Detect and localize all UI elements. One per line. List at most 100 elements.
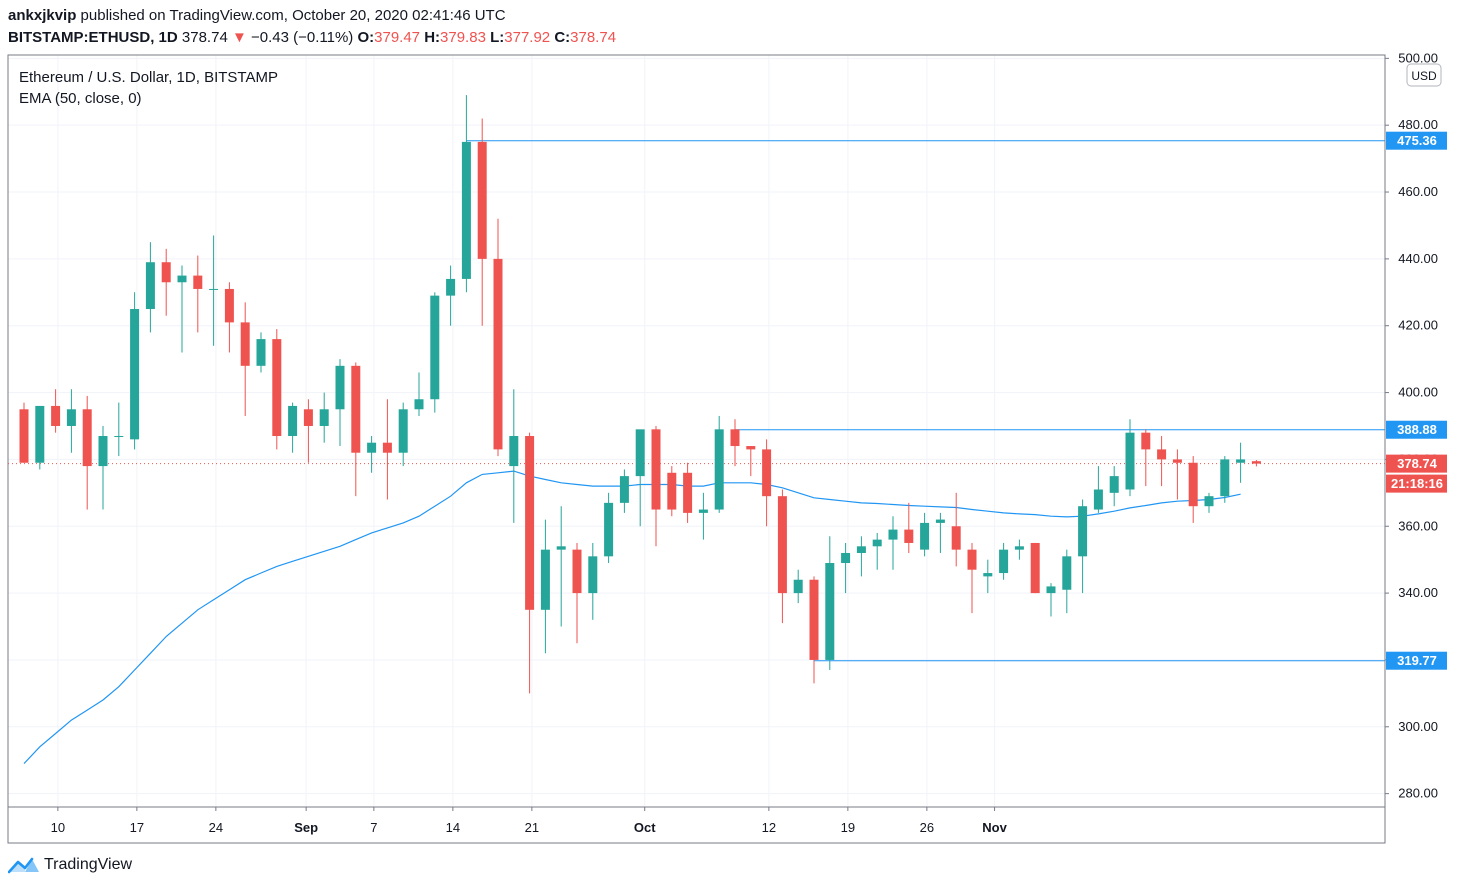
level-price-tag-label: 319.77 [1397,653,1437,668]
candle [82,395,92,510]
candle-body [1062,556,1072,590]
bar-countdown-tag-label: 21:18:16 [1391,476,1443,491]
candle [256,332,266,373]
bar-countdown-tag: 21:18:16 [1386,474,1447,493]
candle [619,469,629,513]
candles [19,95,1261,694]
candle [1109,466,1119,507]
chart-grid [8,55,1385,807]
level-price-tag-bg [1386,420,1447,439]
candle [730,419,740,467]
candle-body [1220,459,1230,497]
candle [525,432,535,694]
candle-body [762,449,772,497]
level-price-tag-bg [1386,651,1447,670]
candle-body [1188,462,1198,507]
candle-body [888,529,898,540]
time-tick-label: 14 [446,820,460,835]
candle-body [793,579,803,594]
close-value: 378.74 [570,29,617,46]
time-tick-label: 12 [762,820,776,835]
candle-body [98,436,108,467]
candle [951,492,961,567]
candle-body [509,436,519,467]
candle-body [1046,586,1056,594]
price-tick-label: 400.00 [1398,385,1438,400]
candle-body [714,429,724,510]
candle [414,372,424,416]
candle [540,519,550,654]
last-price: 378.74 [181,29,228,46]
last-price-tag-label: 378.74 [1397,456,1438,471]
candle [698,492,708,540]
candle [1030,542,1040,594]
candle [272,329,282,450]
candle-body [809,579,819,660]
candle-body [256,339,266,366]
candle-body [1204,496,1214,507]
candle [240,302,250,416]
candle-body [540,549,550,610]
legend-title: Ethereum / U.S. Dollar, 1D, BITSTAMP [19,69,278,86]
bar-countdown-tag-bg [1386,474,1447,493]
candle [1141,429,1151,487]
low-value: 377.92 [504,29,551,46]
time-tick-label: Sep [294,820,318,835]
legend-indicator: EMA (50, close, 0) [19,90,142,107]
ema-line [23,470,1241,765]
candle-body [82,409,92,467]
candle-body [698,509,708,513]
candle [367,436,377,473]
open-label: O: [357,29,375,46]
footer[interactable]: TradingView [8,854,132,876]
candle-body [872,539,882,547]
price-tick-label: 280.00 [1398,786,1438,801]
candle [1220,456,1230,503]
candle-body [193,275,203,289]
candle-body [414,399,424,410]
candle [19,402,29,463]
chart-frame [7,54,1386,844]
candle [1125,419,1135,497]
candle-body [746,446,756,450]
candle [1172,449,1182,500]
candle [920,512,930,557]
currency-label: USD [1411,69,1437,83]
candle-body [1125,432,1135,490]
candle [841,542,851,594]
time-tick-label: 21 [525,820,539,835]
candle [1046,583,1056,617]
price-tick-label: 300.00 [1398,719,1438,734]
candle-body [619,476,629,503]
price-change: −0.43 (−0.11%) [251,29,354,46]
candle-body [224,288,234,323]
published-text: published on TradingView.com, October 20… [80,7,506,24]
candle [793,569,803,604]
candle [209,235,219,346]
candle-body [967,549,977,570]
candle [446,265,456,326]
candle-body [51,405,61,426]
candle [999,542,1009,580]
price-tick-label: 460.00 [1398,184,1438,199]
candle [556,506,566,627]
open-value: 379.47 [374,29,421,46]
candle-body [351,365,361,453]
candle-body [1172,459,1182,463]
candle-body [1030,542,1040,594]
quote-line: BITSTAMP:ETHUSD, 1D 378.74 ▼ −0.43 (−0.1… [8,28,616,48]
time-axis[interactable]: 10 17 24 Sep 7 14 21 Oct 12 19 26 Nov [51,807,1008,835]
candle [161,248,171,316]
time-tick-label: 17 [130,820,144,835]
candle [461,95,471,293]
publish-info: ankxjkvip published on TradingView.com, … [8,6,506,26]
candle [1157,436,1167,487]
currency-button[interactable]: USD [1406,63,1442,87]
candle-body [777,496,787,594]
level-price-tag: 388.88 [1386,420,1447,439]
candle-body [604,502,614,557]
candle [904,502,914,553]
candle-body [556,546,566,550]
candle [1078,499,1088,594]
